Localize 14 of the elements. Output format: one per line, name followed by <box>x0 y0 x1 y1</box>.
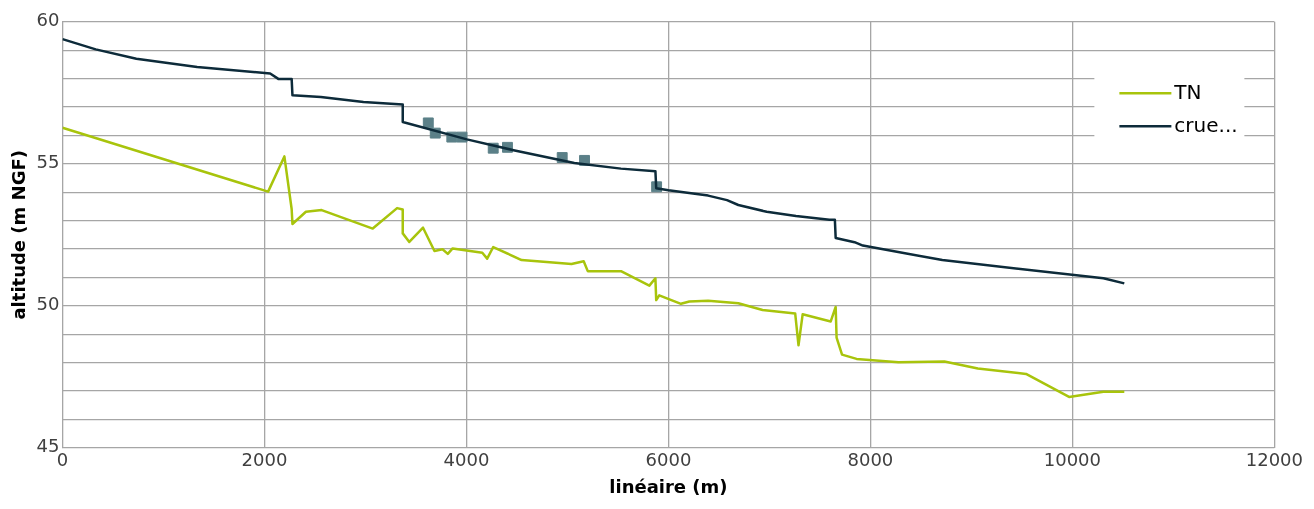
y-tick-label: 50 <box>36 293 60 315</box>
x-tick-label: 2000 <box>241 449 288 471</box>
x-tick-label: 8000 <box>847 449 894 471</box>
x-tick-label: 4000 <box>443 449 490 471</box>
x-axis-title: linéaire (m) <box>609 475 728 497</box>
legend-label: TN <box>1173 79 1202 104</box>
y-tick-label: 55 <box>36 151 60 173</box>
x-tick-label: 10000 <box>1043 449 1102 471</box>
x-tick-label: 6000 <box>645 449 692 471</box>
legend-label: crue... <box>1174 112 1238 137</box>
y-axis-title: altitude (m NGF) <box>8 150 30 320</box>
point <box>422 117 434 129</box>
y-tick-label: 60 <box>36 9 60 31</box>
x-tick-label: 12000 <box>1245 449 1303 471</box>
